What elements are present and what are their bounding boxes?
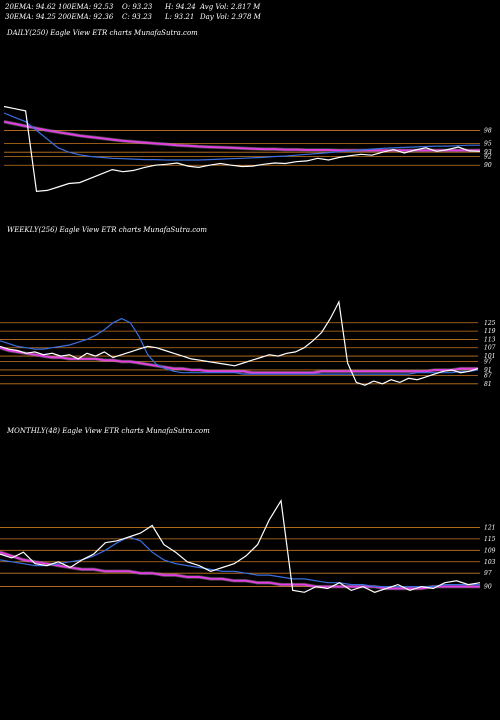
stat-200ema: 200EMA: 92.36 bbox=[58, 13, 114, 21]
weekly-ema-band bbox=[0, 346, 478, 375]
monthly-tick-label: 109 bbox=[484, 547, 496, 554]
monthly-tick-label: 90 bbox=[484, 584, 492, 591]
daily-ema-short-line bbox=[3, 112, 480, 161]
weekly-tick-label: 107 bbox=[484, 345, 496, 352]
stat-20ema: 20EMA: 94.62 bbox=[5, 3, 56, 11]
weekly-tick-label: 87 bbox=[484, 373, 492, 380]
monthly-price-line bbox=[0, 498, 481, 593]
daily-tick-label: 93 bbox=[484, 149, 492, 156]
weekly-chart-title: WEEKLY(256) Eagle View ETR charts Munafa… bbox=[7, 226, 208, 234]
monthly-chart-title: MONTHLY(48) Eagle View ETR charts Munafa… bbox=[7, 427, 210, 435]
weekly-ema-short-line bbox=[0, 317, 479, 375]
daily-tick-label: 95 bbox=[484, 140, 492, 147]
stat-100ema: 100EMA: 92.53 bbox=[58, 3, 114, 11]
stat-close: C: 93.23 bbox=[122, 13, 152, 21]
weekly-ema-long-line bbox=[0, 346, 478, 374]
daily-price-line bbox=[3, 105, 481, 192]
monthly-ema-long-line bbox=[0, 551, 480, 590]
monthly-chart: 121 115 109 103 97 90 bbox=[0, 498, 496, 593]
stat-avgvol: Avg Vol: 2.817 M bbox=[200, 3, 261, 11]
monthly-tick-label: 121 bbox=[484, 524, 495, 531]
monthly-tick-label: 115 bbox=[484, 536, 496, 543]
monthly-tick-label: 97 bbox=[484, 570, 492, 577]
daily-tick-label: 98 bbox=[484, 127, 492, 134]
daily-chart-title: DAILY(250) Eagle View ETR charts MunafaS… bbox=[7, 29, 198, 37]
weekly-tick-label: 91 bbox=[484, 367, 492, 374]
daily-tick-label: 90 bbox=[484, 162, 492, 169]
stat-open: O: 93.23 bbox=[122, 3, 153, 11]
weekly-tick-label: 119 bbox=[484, 328, 496, 335]
stat-high: H: 94.24 bbox=[165, 3, 196, 11]
monthly-ema-short-line bbox=[0, 536, 480, 588]
stat-low: L: 93.21 bbox=[165, 13, 195, 21]
stat-dayvol: Day Vol: 2.978 M bbox=[200, 13, 261, 21]
weekly-tick-label: 97 bbox=[484, 359, 492, 366]
daily-ema-band bbox=[3, 119, 480, 153]
weekly-tick-label: 81 bbox=[484, 381, 492, 388]
stat-30ema: 30EMA: 94.25 bbox=[5, 13, 56, 21]
daily-tick-label: 92 bbox=[484, 154, 492, 161]
monthly-tick-label: 103 bbox=[484, 559, 496, 566]
daily-ema-long-line bbox=[3, 120, 480, 152]
weekly-tick-label: 113 bbox=[484, 336, 496, 343]
weekly-tick-label: 101 bbox=[484, 353, 495, 360]
weekly-price-line bbox=[0, 299, 479, 386]
weekly-tick-label: 125 bbox=[484, 320, 496, 327]
monthly-ema-band bbox=[0, 550, 480, 591]
